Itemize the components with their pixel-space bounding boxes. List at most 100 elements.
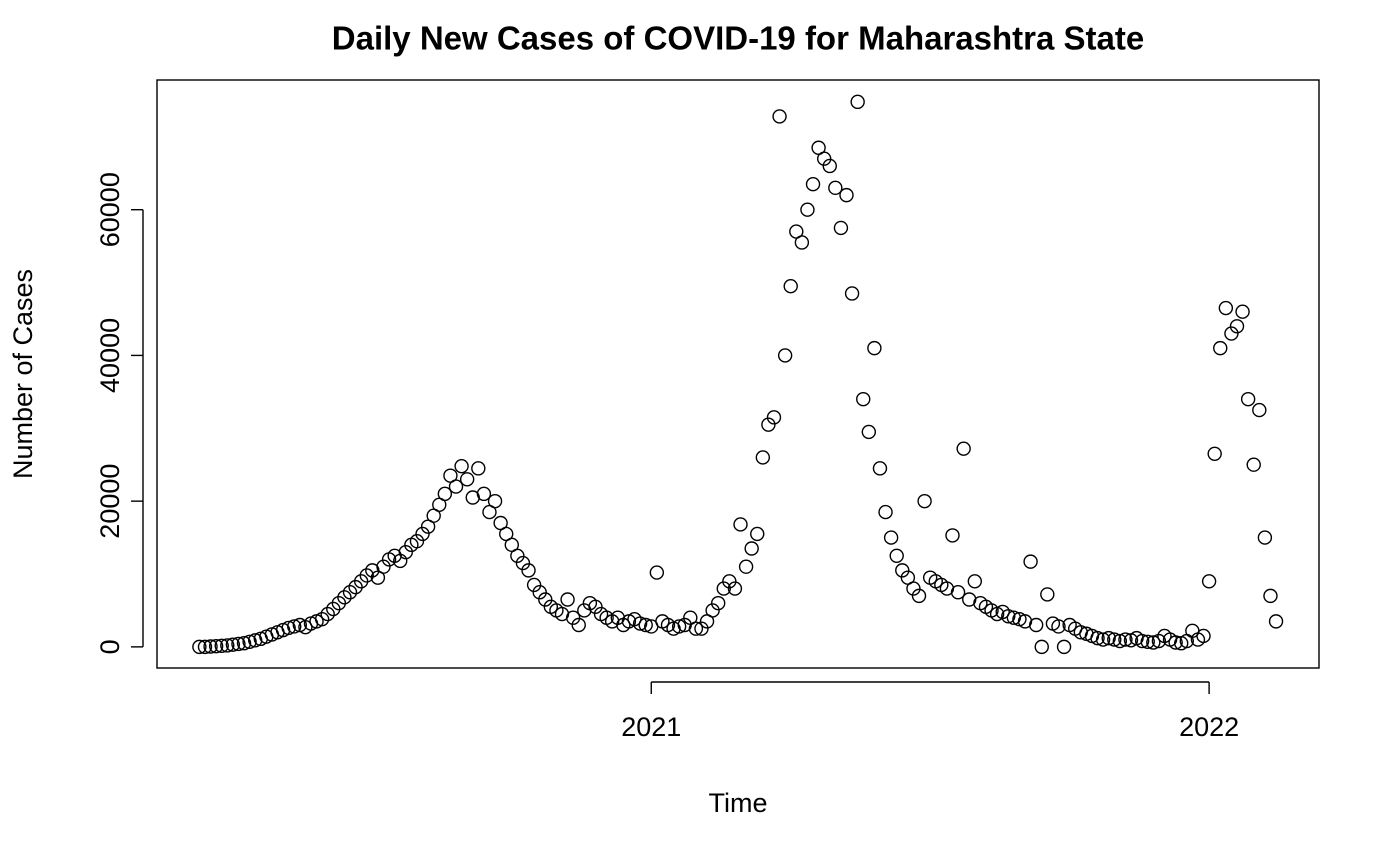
data-point (1224, 326, 1239, 341)
data-point (376, 559, 391, 574)
y-tick-label: 0 (95, 639, 125, 654)
data-point (844, 286, 860, 301)
data-point (967, 574, 983, 589)
data-point (314, 611, 330, 627)
data-point (1196, 628, 1211, 644)
x-tick-label: 2022 (1179, 712, 1239, 742)
data-point (722, 574, 737, 589)
y-tick-label: 40000 (95, 318, 125, 393)
data-point (1229, 319, 1245, 334)
data-point (337, 590, 352, 605)
data-point (861, 424, 877, 440)
data-point (225, 637, 241, 652)
data-point (409, 534, 425, 549)
data-point (510, 548, 525, 563)
data-point (1040, 587, 1055, 602)
data-point (716, 581, 731, 596)
data-point (822, 158, 837, 174)
data-point (710, 595, 726, 611)
data-point (1201, 574, 1217, 589)
data-point (906, 581, 921, 596)
data-point (1023, 554, 1038, 569)
data-point (872, 461, 888, 476)
data-point (867, 340, 882, 356)
data-point (738, 559, 754, 574)
data-point (833, 220, 849, 236)
data-point (1107, 632, 1122, 647)
data-point (649, 565, 665, 580)
data-point (1001, 609, 1016, 624)
data-point (1207, 446, 1222, 461)
data-point (794, 235, 810, 250)
data-point (532, 585, 547, 600)
data-point (448, 479, 464, 494)
chart-title: Daily New Cases of COVID-19 for Maharash… (332, 20, 1144, 57)
data-point (560, 592, 575, 607)
data-point (571, 617, 586, 633)
data-point (454, 458, 469, 474)
data-point (565, 610, 581, 625)
data-point (800, 202, 815, 217)
data-point (208, 638, 224, 654)
data-point (459, 472, 475, 487)
y-axis-title: Number of Cases (8, 269, 38, 479)
data-point (342, 585, 358, 600)
data-point (694, 621, 709, 636)
data-point (744, 541, 759, 556)
data-point (437, 486, 453, 502)
data-point (772, 109, 787, 124)
data-point (705, 603, 720, 618)
data-point (1240, 391, 1256, 407)
data-point (1257, 530, 1273, 545)
y-tick-label: 60000 (95, 172, 125, 247)
data-point (1213, 340, 1228, 356)
data-point (638, 617, 653, 633)
data-point (917, 493, 932, 509)
data-point (476, 486, 492, 502)
data-point (889, 548, 904, 563)
data-point (1101, 630, 1116, 646)
data-point (538, 592, 553, 607)
data-point (1168, 635, 1183, 650)
data-point (197, 639, 213, 655)
data-point (1056, 639, 1072, 655)
x-axis-title: Time (709, 788, 768, 818)
data-point (236, 636, 252, 651)
data-point (1252, 402, 1267, 418)
data-point (588, 599, 603, 614)
data-point (856, 391, 871, 407)
data-point (320, 606, 335, 622)
data-point (1134, 633, 1150, 649)
data-point (526, 577, 542, 593)
data-point (398, 544, 414, 560)
data-point (415, 526, 430, 542)
data-point (192, 639, 207, 655)
data-point (1095, 632, 1111, 647)
data-point (805, 176, 821, 192)
data-point (911, 588, 927, 604)
data-point (727, 581, 743, 596)
data-point (515, 555, 531, 571)
data-point (1118, 632, 1133, 647)
data-point (281, 620, 296, 636)
data-point (761, 417, 776, 432)
data-point (1140, 634, 1155, 649)
data-point (1051, 619, 1066, 634)
data-point (883, 530, 899, 545)
data-point (632, 616, 648, 631)
data-point (359, 568, 374, 583)
data-point (750, 526, 765, 542)
data-point (945, 528, 960, 543)
x-tick-label: 2021 (621, 712, 681, 742)
data-point (950, 585, 966, 600)
data-point (1146, 635, 1161, 650)
data-point (671, 619, 687, 634)
data-point (956, 441, 971, 456)
data-point (850, 94, 865, 110)
data-point (733, 517, 748, 532)
data-point (1112, 633, 1128, 649)
data-point (878, 504, 893, 520)
data-point (242, 634, 257, 649)
